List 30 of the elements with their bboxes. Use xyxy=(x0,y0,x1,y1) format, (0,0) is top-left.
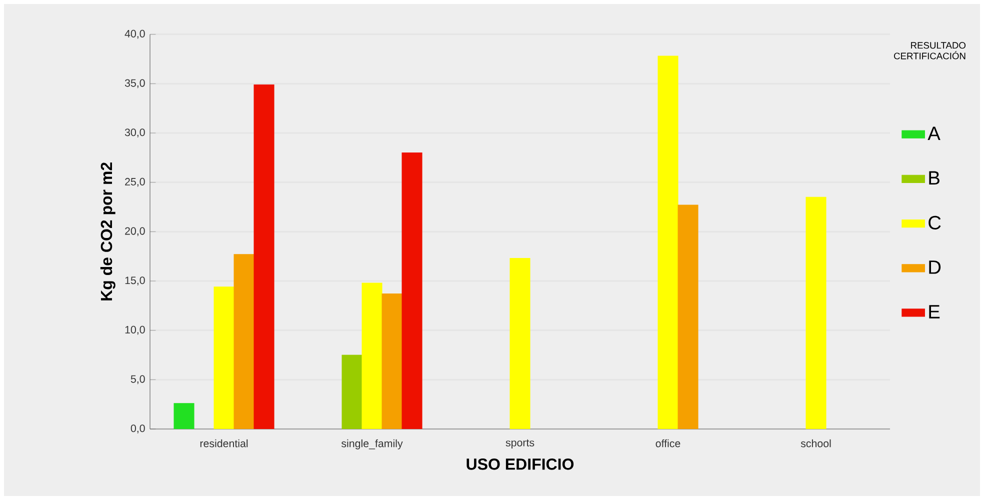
bar xyxy=(214,286,234,430)
legend-label: D xyxy=(929,260,941,274)
y-tick-label: 10,0 xyxy=(125,326,145,335)
x-tick-label: sports xyxy=(506,439,534,449)
bar xyxy=(254,84,274,430)
y-axis-title: Kg de CO2 por m2 xyxy=(100,162,116,300)
y-tick-label: 15,0 xyxy=(125,276,145,286)
y-tick-label: 35,0 xyxy=(124,79,145,88)
y-tick-label: 20,0 xyxy=(125,227,145,236)
y-tick-label: 0,0 xyxy=(130,424,145,434)
y-tick-label: 5,0 xyxy=(130,375,145,384)
legend-label: E xyxy=(929,305,940,318)
legend-title: RESULTADO CERTIFICACIÓN xyxy=(894,42,966,60)
bar xyxy=(658,56,678,430)
y-tick-label: 40,0 xyxy=(124,30,145,39)
bar xyxy=(402,152,422,430)
y-tick-label: 25,0 xyxy=(125,178,145,187)
legend-label: B xyxy=(929,171,940,185)
bar xyxy=(362,282,382,430)
bar xyxy=(342,354,362,430)
legend-label: C xyxy=(928,216,941,230)
x-axis-title: USO EDIFICIO xyxy=(466,458,574,470)
x-tick-label: office xyxy=(656,439,680,448)
x-tick-label: single_family xyxy=(341,439,403,450)
x-tick-label: residential xyxy=(200,439,248,448)
y-tick-label: 30,0 xyxy=(124,128,145,138)
legend-label: A xyxy=(928,126,940,140)
bar xyxy=(510,258,530,430)
x-tick-label: school xyxy=(800,439,831,448)
bar xyxy=(806,196,826,430)
